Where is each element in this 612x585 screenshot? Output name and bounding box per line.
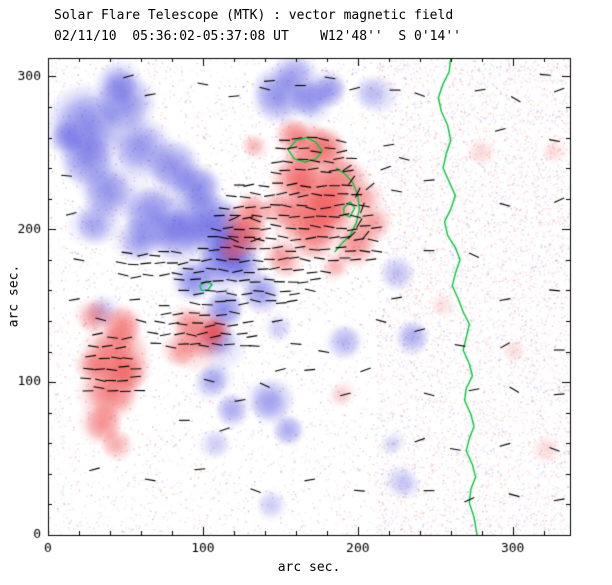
plot-title: Solar Flare Telescope (MTK) : vector mag…	[54, 8, 454, 23]
plot-subtitle: 02/11/10 05:36:02-05:37:08 UT W12'48'' S…	[54, 29, 461, 44]
x-axis-label: arc sec.	[277, 560, 341, 575]
y-axis-label: arc sec.	[6, 264, 22, 328]
